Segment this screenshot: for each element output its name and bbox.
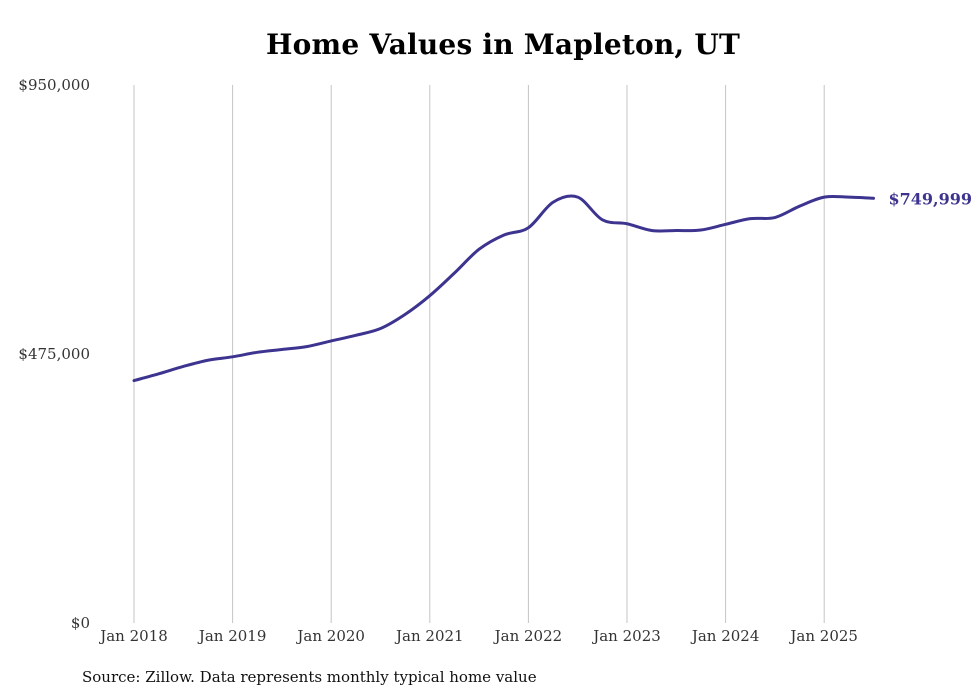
x-tick-label: Jan 2021 <box>394 627 464 645</box>
x-axis-ticks: Jan 2018 Jan 2019 Jan 2020 Jan 2021 Jan 2022… <box>98 627 858 645</box>
end-labels: $749,999 <box>889 189 973 208</box>
x-tick-label: Jan 2025 <box>788 627 858 645</box>
y-tick-label: $475,000 <box>18 345 90 363</box>
x-tick-label: Jan 2019 <box>197 627 267 645</box>
x-tick-label: Jan 2022 <box>493 627 563 645</box>
source-note: Source: Zillow. Data represents monthly … <box>82 668 537 686</box>
end-value-label: $749,999 <box>889 189 973 208</box>
series-lines <box>132 194 875 383</box>
gridlines <box>133 85 825 623</box>
x-tick-label: Jan 2024 <box>690 627 760 645</box>
x-tick-label: Jan 2020 <box>295 627 365 645</box>
chart-title: Home Values in Mapleton, UT <box>266 28 740 61</box>
series-line <box>132 194 875 383</box>
y-axis-ticks: $0 $475,000 $950,000 <box>18 76 90 632</box>
x-tick-label: Jan 2023 <box>591 627 661 645</box>
y-tick-label: $0 <box>71 614 90 632</box>
y-tick-label: $950,000 <box>18 76 90 94</box>
x-tick-label: Jan 2018 <box>98 627 168 645</box>
